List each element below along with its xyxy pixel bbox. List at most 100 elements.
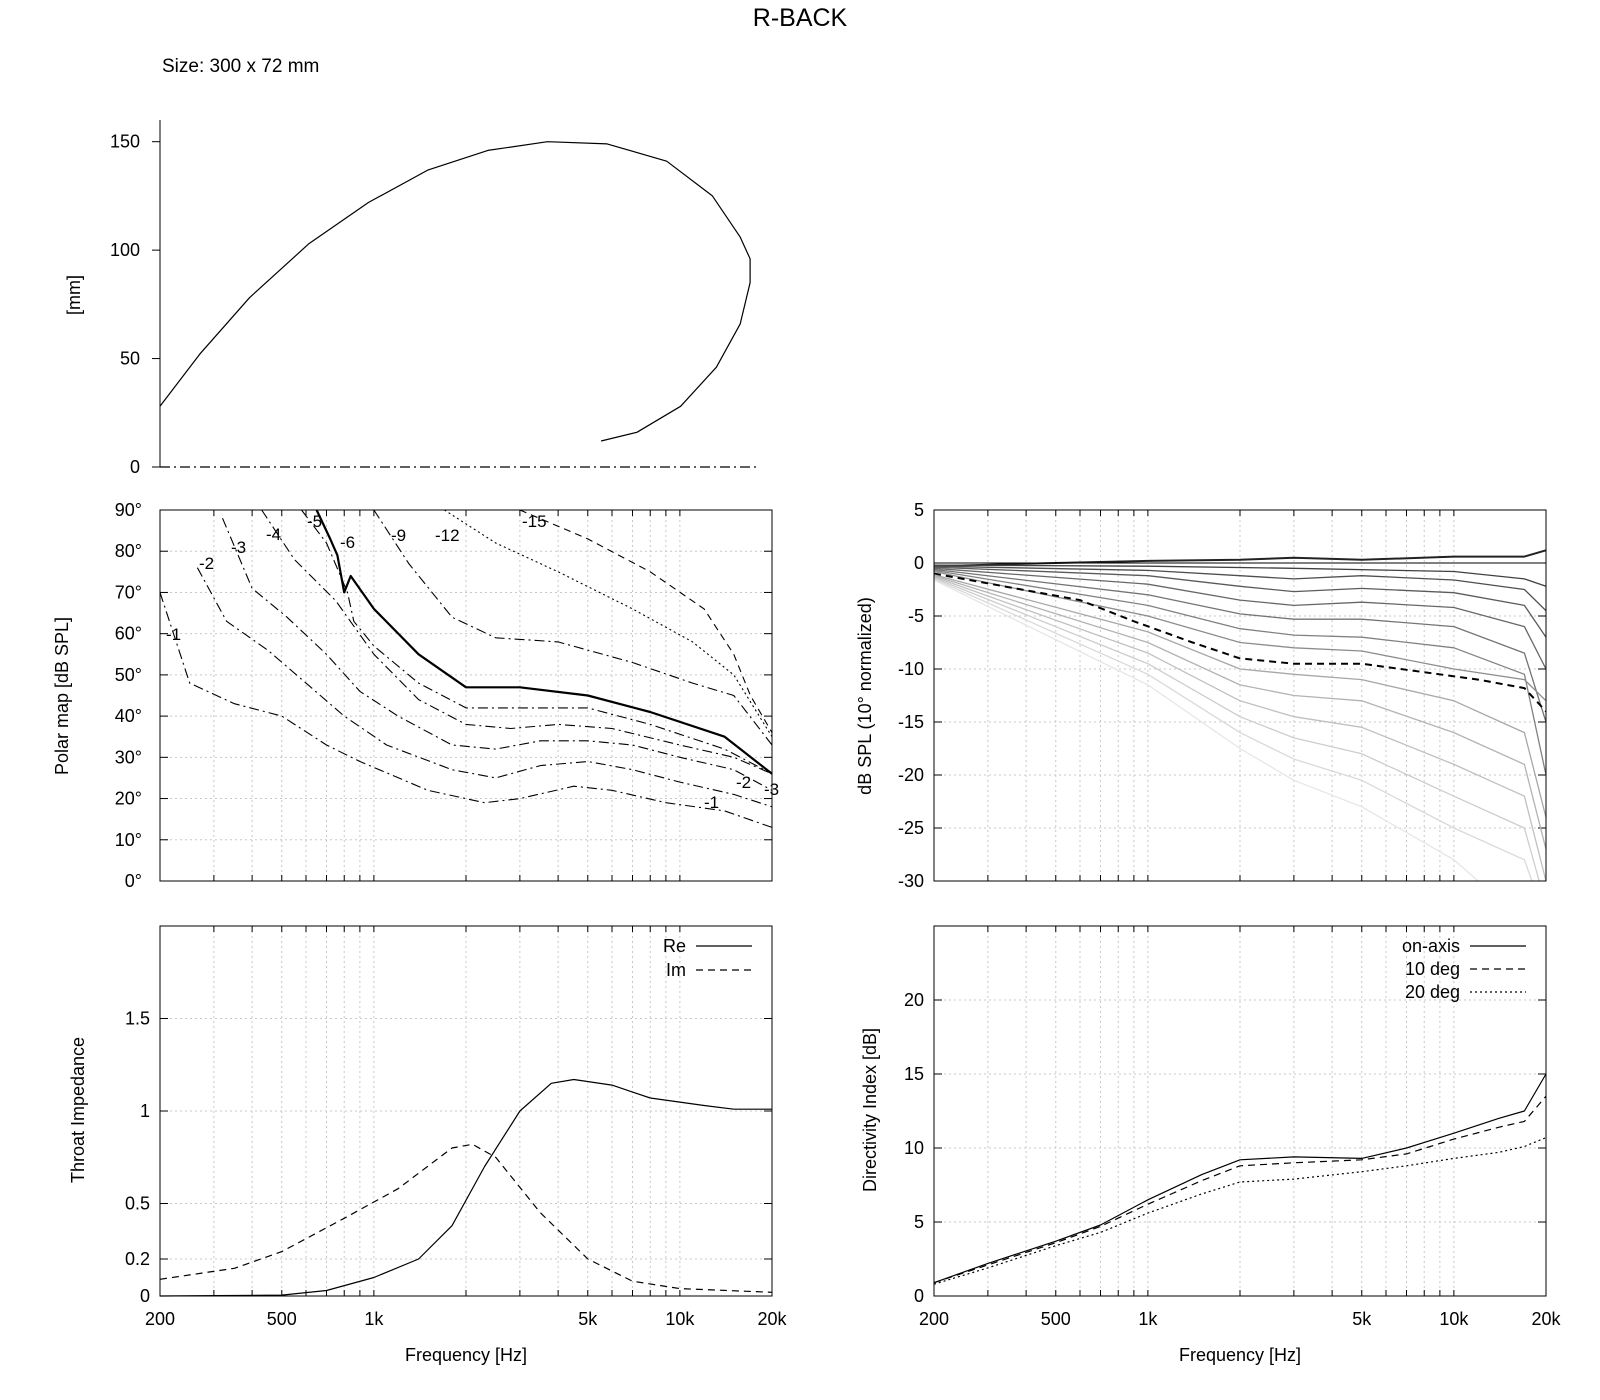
page-title: R-BACK	[752, 4, 848, 32]
spl-angle-curve	[933, 549, 1547, 568]
y-tick-label: -10	[898, 659, 924, 679]
spl-angle-curve	[933, 574, 1547, 818]
y-tick-label: -25	[898, 818, 924, 838]
x-tick-label: 500	[267, 1309, 297, 1329]
spl-angle-curve	[933, 575, 1547, 850]
y-tick-label: 1	[140, 1101, 150, 1121]
size-label: Size: 300 x 72 mm	[162, 56, 320, 77]
polar-map-frame	[159, 509, 773, 882]
profile-y-axis-title: [mm]	[64, 275, 84, 315]
spl-angle-curve	[933, 566, 1547, 638]
y-tick-label: 20°	[115, 789, 142, 809]
y-tick-label: 10	[904, 1138, 924, 1158]
y-tick-label: 0.2	[125, 1249, 150, 1269]
y-tick-label: 20	[904, 990, 924, 1010]
contour-line	[444, 509, 773, 737]
spl-angle-curve	[933, 578, 1533, 882]
contour-label: -15	[522, 512, 547, 531]
legend-label: Im	[666, 960, 686, 980]
contour-line	[373, 509, 773, 746]
contour-label: -3	[231, 538, 246, 557]
spl-angle-curve	[933, 565, 1547, 612]
directivity-index-frame	[933, 925, 1547, 1297]
y-tick-label: 0.5	[125, 1194, 150, 1214]
y-tick-label: 5	[914, 500, 924, 520]
throat-impedance-frame	[159, 925, 773, 1297]
y-tick-label: -15	[898, 712, 924, 732]
y-tick-label: 60°	[115, 624, 142, 644]
spl-angle-curve	[933, 567, 1547, 670]
x-tick-label: 5k	[1352, 1309, 1372, 1329]
y-tick-label: -5	[908, 606, 924, 626]
x-tick-label: 20k	[757, 1309, 787, 1329]
x-tick-label: 1k	[1138, 1309, 1158, 1329]
contour-line	[301, 509, 773, 775]
y-tick-label: 100	[110, 240, 140, 260]
x-tick-label: 500	[1041, 1309, 1071, 1329]
legend-label: on-axis	[1402, 936, 1460, 956]
y-tick-label: 15	[904, 1064, 924, 1084]
normalized-spl-frame	[933, 509, 1547, 882]
y-tick-label: 5	[914, 1212, 924, 1232]
y-tick-label: 70°	[115, 582, 142, 602]
y-tick-label: -20	[898, 765, 924, 785]
x-tick-label: 200	[145, 1309, 175, 1329]
x-axis-title: Frequency [Hz]	[405, 1345, 527, 1365]
directivity-curve	[933, 1095, 1547, 1284]
contour-line	[221, 517, 773, 791]
polar-map-chart: 0°10°20°30°40°50°60°70°80°90°-1-2-3-4-5-…	[52, 500, 779, 891]
profile-curve	[159, 141, 751, 442]
y-tick-label: 80°	[115, 541, 142, 561]
spl-angle-curve	[933, 570, 1547, 702]
y-tick-label: 0	[130, 457, 140, 477]
x-tick-label: 1k	[364, 1309, 384, 1329]
x-tick-label: 20k	[1531, 1309, 1561, 1329]
spl-angle-curve	[933, 564, 1547, 587]
spl-angle-curve	[933, 577, 1540, 882]
legend-label: 20 deg	[1405, 982, 1460, 1002]
legend-label: Re	[663, 936, 686, 956]
contour-label: -1	[166, 625, 181, 644]
profile-chart: 0 50 100 150 [mm]	[64, 120, 757, 477]
y-tick-label: -30	[898, 871, 924, 891]
spl-angle-curve	[933, 572, 1547, 713]
directivity-curve	[933, 1137, 1547, 1285]
y-tick-label: 50°	[115, 665, 142, 685]
y-tick-label: 0°	[125, 871, 142, 891]
contour-line	[261, 509, 773, 775]
y-tick-label: 0	[914, 1286, 924, 1306]
y-tick-label: 0	[140, 1286, 150, 1306]
spl-angle-curve	[933, 579, 1479, 882]
y-tick-label: 10°	[115, 830, 142, 850]
directivity-index-y-axis-title: Directivity Index [dB]	[860, 1028, 880, 1192]
contour-label: -2	[736, 773, 751, 792]
y-tick-label: 30°	[115, 747, 142, 767]
impedance-curve	[159, 1143, 773, 1293]
y-tick-label: 50	[120, 349, 140, 369]
contour-label: -9	[391, 526, 406, 545]
contour-label: -4	[266, 525, 281, 544]
contour-line	[315, 509, 773, 775]
contour-label: -1	[704, 793, 719, 812]
contour-line	[196, 567, 773, 808]
x-axis-title: Frequency [Hz]	[1179, 1345, 1301, 1365]
y-tick-label: 150	[110, 132, 140, 152]
y-tick-label: 1.5	[125, 1009, 150, 1029]
spl-angle-curve	[933, 569, 1547, 776]
x-tick-label: 10k	[1439, 1309, 1469, 1329]
y-tick-label: 90°	[115, 500, 142, 520]
spl-angle-curve	[933, 576, 1547, 882]
contour-line	[159, 592, 773, 828]
contour-label: -2	[199, 554, 214, 573]
normalized-spl-y-axis-title: dB SPL (10° normalized)	[855, 597, 875, 795]
polar-map-y-axis-title: Polar map [dB SPL]	[52, 617, 72, 775]
contour-label: -12	[435, 526, 460, 545]
contour-label: -5	[307, 512, 322, 531]
x-tick-label: 5k	[578, 1309, 598, 1329]
spl-angle-curve	[933, 568, 1547, 723]
contour-line	[519, 509, 773, 733]
throat-impedance-chart: 0 0.2 0.5 1 1.5 Re Im 200 500 1k 5k 10k 20k Frequency…	[68, 925, 788, 1365]
x-tick-label: 10k	[665, 1309, 695, 1329]
impedance-curve	[159, 1078, 772, 1297]
